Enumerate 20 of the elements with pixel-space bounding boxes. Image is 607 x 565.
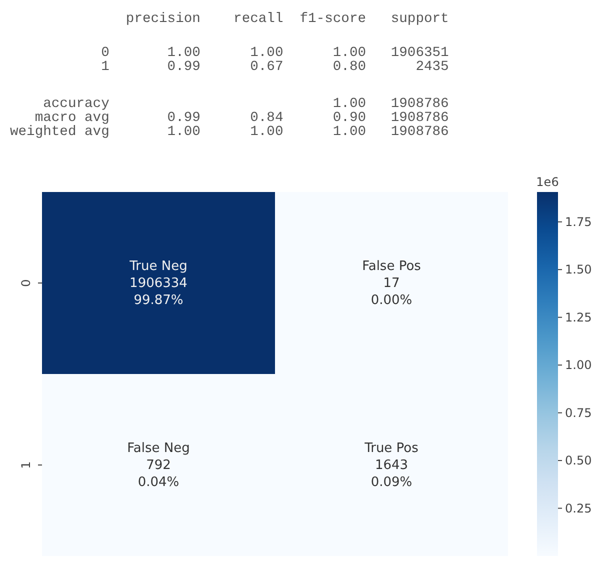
text: precision recall f1-score support [10,12,449,27]
color-bar-label: 0.50 [565,454,592,468]
data-label: True Pos 1643 0.09% [364,441,419,490]
color-bar-label: 0.25 [565,501,592,516]
y-tick-label: 0 [19,279,33,287]
data-label: False Pos 17 0.00% [362,259,422,308]
color-bar-label: 1.75 [565,214,592,229]
color-bar-label: 1.00 [565,358,592,372]
color-bar-label: 0.75 [565,406,592,420]
color-bar-title: 1e6 [536,175,559,189]
data-label: True Neg 1906334 99.87% [128,259,188,308]
text: 1 0.99 0.67 0.80 2435 [10,60,449,75]
color-bar-label: 1.25 [565,310,592,324]
text: macro avg 0.99 0.84 0.90 1908786 [10,111,449,126]
color-bar-label: 1.50 [565,262,592,277]
text: 0 1.00 1.00 1.00 1906351 [10,46,449,61]
y-tick-label: 1 [19,461,33,469]
text: weighted avg 1.00 1.00 1.00 1908786 [10,125,449,140]
data-label: False Neg 792 0.04% [127,441,190,490]
text: accuracy 1.00 1908786 [10,97,449,112]
